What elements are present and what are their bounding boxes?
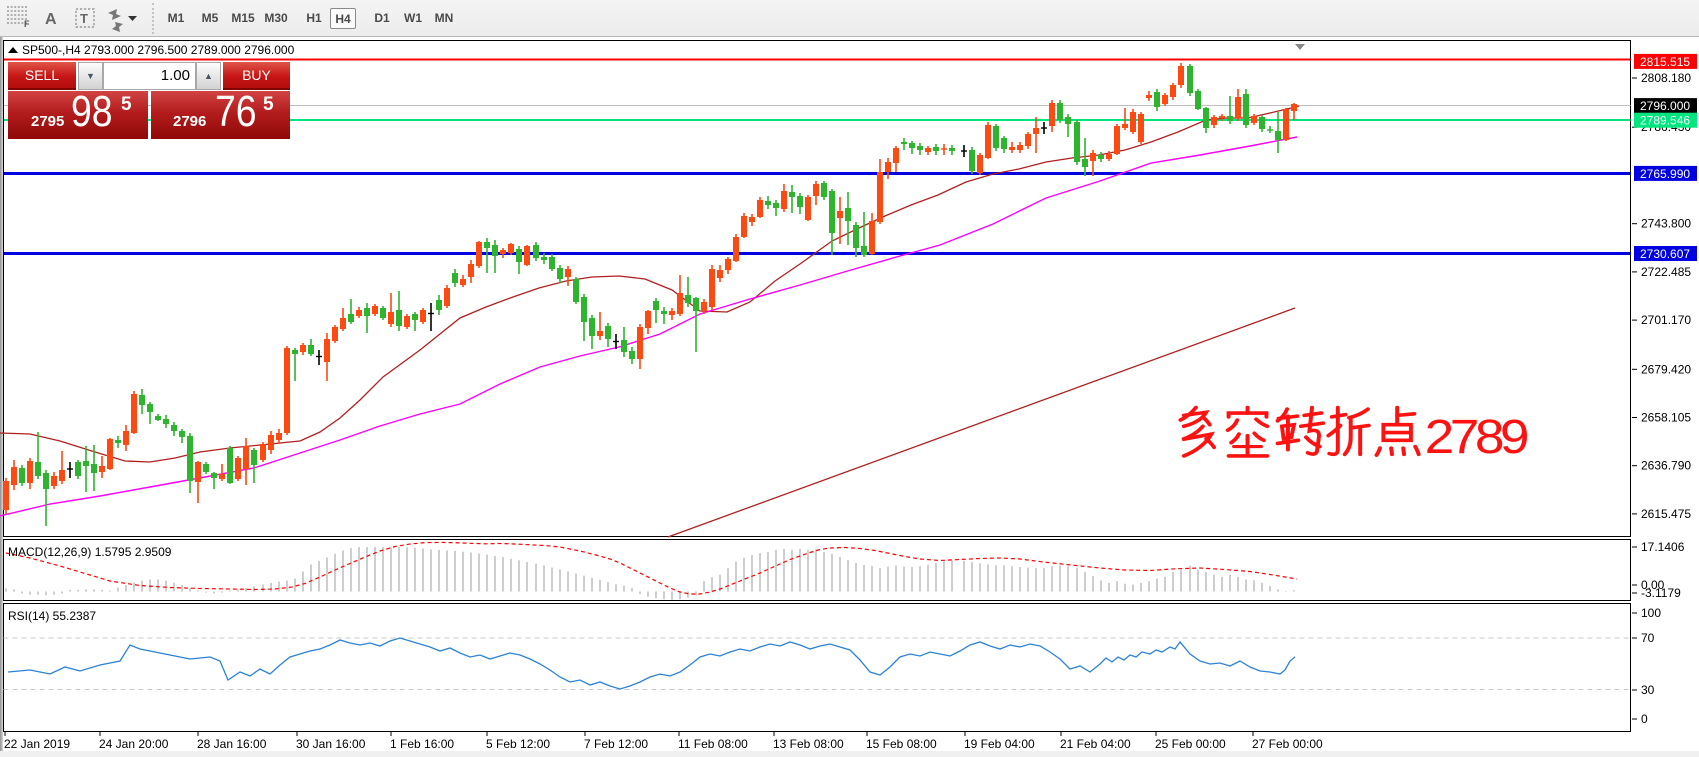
svg-text:11 Feb 08:00: 11 Feb 08:00 xyxy=(678,737,748,751)
svg-text:2815.515: 2815.515 xyxy=(1640,55,1690,69)
svg-text:0: 0 xyxy=(1641,712,1648,726)
svg-text:2701.170: 2701.170 xyxy=(1641,313,1691,327)
svg-text:2636.790: 2636.790 xyxy=(1641,459,1691,473)
svg-text:28 Jan 16:00: 28 Jan 16:00 xyxy=(197,737,267,751)
svg-text:F: F xyxy=(24,19,30,29)
svg-text:24 Jan 20:00: 24 Jan 20:00 xyxy=(99,737,169,751)
svg-text:30: 30 xyxy=(1641,683,1655,697)
svg-text:17.1406: 17.1406 xyxy=(1641,540,1685,554)
svg-text:2765.990: 2765.990 xyxy=(1640,167,1690,181)
svg-text:15 Feb 08:00: 15 Feb 08:00 xyxy=(866,737,937,751)
svg-text:25 Feb 00:00: 25 Feb 00:00 xyxy=(1155,737,1226,751)
svg-text:2730.607: 2730.607 xyxy=(1640,247,1690,261)
svg-text:13 Feb 08:00: 13 Feb 08:00 xyxy=(773,737,844,751)
svg-text:SP500-,H4 2793.000 2796.500 2: SP500-,H4 2793.000 2796.500 2789.000 279… xyxy=(22,43,295,57)
svg-text:-3.1179: -3.1179 xyxy=(1641,586,1681,600)
svg-text:2615.475: 2615.475 xyxy=(1641,507,1691,521)
svg-text:100: 100 xyxy=(1641,606,1661,620)
svg-text:0.00: 0.00 xyxy=(1641,578,1665,592)
svg-text:T: T xyxy=(80,11,88,26)
svg-text:MACD(12,26,9) 1.5795 2.9509: MACD(12,26,9) 1.5795 2.9509 xyxy=(8,545,172,559)
svg-text:2679.420: 2679.420 xyxy=(1641,362,1691,376)
svg-text:2789.546: 2789.546 xyxy=(1640,114,1690,128)
svg-text:RSI(14) 55.2387: RSI(14) 55.2387 xyxy=(8,609,96,623)
svg-text:70: 70 xyxy=(1641,631,1655,645)
svg-text:22 Jan 2019: 22 Jan 2019 xyxy=(4,737,70,751)
svg-text:2722.485: 2722.485 xyxy=(1641,265,1691,279)
svg-text:2658.105: 2658.105 xyxy=(1641,411,1691,425)
svg-text:2796.000: 2796.000 xyxy=(1640,99,1690,113)
svg-text:2743.800: 2743.800 xyxy=(1641,217,1691,231)
svg-text:5 Feb 12:00: 5 Feb 12:00 xyxy=(486,737,550,751)
svg-text:27 Feb 00:00: 27 Feb 00:00 xyxy=(1252,737,1323,751)
svg-text:21 Feb 04:00: 21 Feb 04:00 xyxy=(1060,737,1131,751)
svg-text:7 Feb 12:00: 7 Feb 12:00 xyxy=(584,737,648,751)
svg-text:A: A xyxy=(45,11,57,28)
svg-text:30 Jan 16:00: 30 Jan 16:00 xyxy=(296,737,366,751)
svg-text:2808.180: 2808.180 xyxy=(1641,71,1691,85)
svg-text:19 Feb 04:00: 19 Feb 04:00 xyxy=(964,737,1035,751)
svg-text:2789: 2789 xyxy=(1425,409,1530,463)
svg-text:1 Feb 16:00: 1 Feb 16:00 xyxy=(390,737,454,751)
